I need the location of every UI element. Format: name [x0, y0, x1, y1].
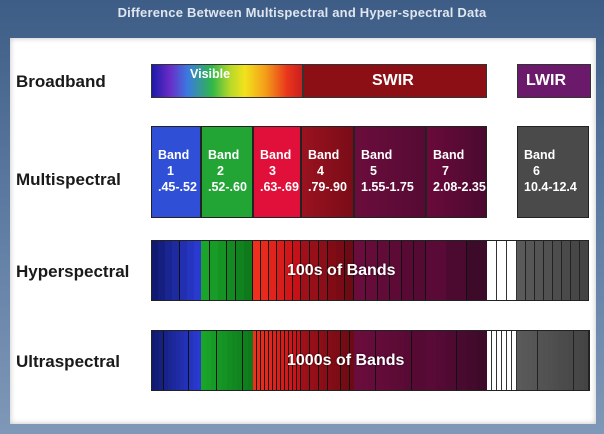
slide-title: Difference Between Multispectral and Hyp… — [117, 4, 487, 20]
band-range: .79-.90 — [308, 180, 347, 194]
lwir-bar: LWIR — [517, 64, 591, 98]
band-range: 1.55-1.75 — [361, 180, 414, 194]
band-cell-6: Band 6 10.4-12.4 — [517, 126, 589, 218]
band-label: Band — [260, 148, 292, 162]
row-label-hyperspectral: Hyperspectral — [16, 262, 130, 281]
band-range: .52-.60 — [208, 180, 247, 194]
band-number: 5 — [370, 164, 377, 178]
band-cell-7: Band 7 2.08-2.35 — [426, 126, 487, 218]
band-range: 2.08-2.35 — [433, 180, 486, 194]
band-label: Band — [433, 148, 465, 162]
visible-label: Visible — [190, 67, 231, 81]
band-cell-4: Band 4 .79-.90 — [301, 126, 354, 218]
band-cell-5: Band 5 1.55-1.75 — [354, 126, 426, 218]
band-number: 1 — [167, 164, 174, 178]
band-label: Band — [361, 148, 393, 162]
band-number: 3 — [269, 164, 276, 178]
band-label: Band — [158, 148, 190, 162]
band-label: Band — [524, 148, 556, 162]
band-cell-2: Band 2 .52-.60 — [201, 126, 253, 218]
band-label: Band — [208, 148, 240, 162]
swir-label: SWIR — [372, 72, 414, 89]
visible-bar: Visible — [151, 64, 303, 98]
ultraspectral-bands-label: 1000s of Bands — [287, 352, 405, 369]
row-label-broadband: Broadband — [16, 72, 106, 91]
title-bar: Difference Between Multispectral and Hyp… — [0, 0, 604, 38]
band-range: .63-.69 — [260, 180, 299, 194]
band-number: 4 — [317, 164, 324, 178]
band-number: 7 — [442, 164, 449, 178]
row-label-multispectral: Multispectral — [16, 170, 121, 189]
hyperspectral-bands-label: 100s of Bands — [287, 262, 396, 279]
band-number: 6 — [533, 164, 540, 178]
band-cell-1: Band 1 .45-.52 — [151, 126, 201, 218]
row-label-ultraspectral: Ultraspectral — [16, 352, 120, 371]
swir-bar: SWIR — [303, 64, 487, 98]
band-number: 2 — [217, 164, 224, 178]
band-range: .45-.52 — [158, 180, 197, 194]
band-range: 10.4-12.4 — [524, 180, 577, 194]
lwir-label: LWIR — [526, 72, 566, 89]
band-label: Band — [308, 148, 340, 162]
band-cell-3: Band 3 .63-.69 — [253, 126, 301, 218]
